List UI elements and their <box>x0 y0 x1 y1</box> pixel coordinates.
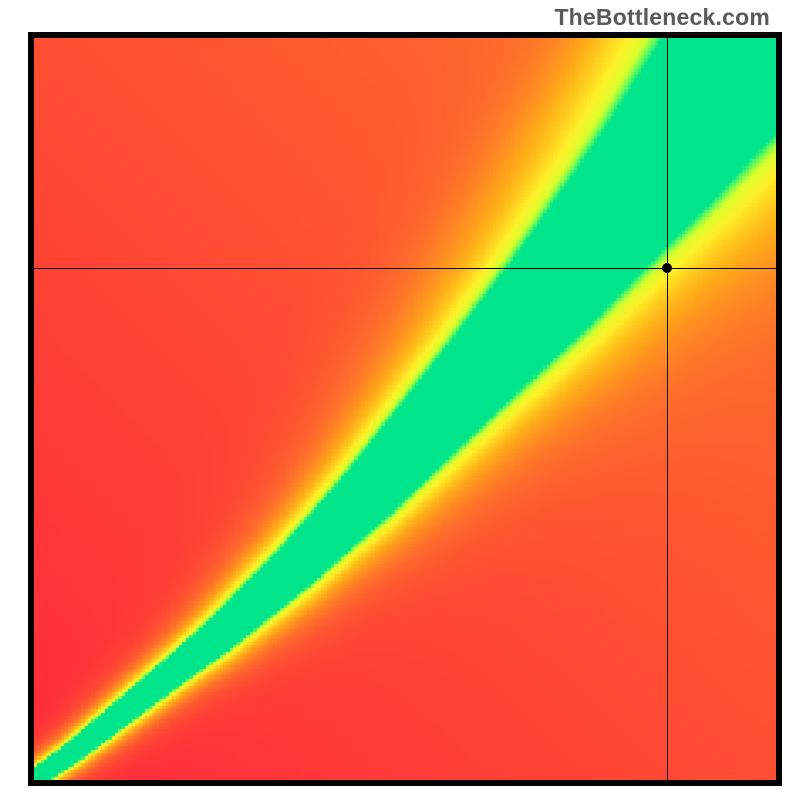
heatmap-canvas <box>34 38 776 780</box>
heatmap-plot <box>28 32 782 786</box>
watermark-text: TheBottleneck.com <box>554 4 770 31</box>
crosshair-marker <box>662 263 672 273</box>
crosshair-vertical <box>667 38 668 780</box>
